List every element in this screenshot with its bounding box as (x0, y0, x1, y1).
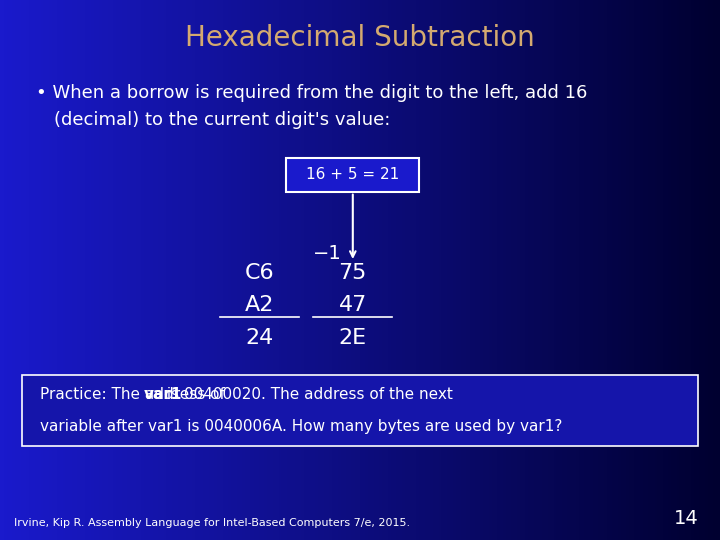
Text: var1: var1 (144, 387, 182, 402)
Bar (22, 375, 698, 445)
Text: (decimal) to the current digit's value:: (decimal) to the current digit's value: (54, 111, 390, 129)
Text: 16 + 5 = 21: 16 + 5 = 21 (306, 167, 400, 182)
Text: 47: 47 (338, 295, 367, 315)
Text: −1: −1 (313, 244, 342, 264)
Text: 14: 14 (674, 509, 698, 528)
Text: A2: A2 (245, 295, 274, 315)
Text: • When a borrow is required from the digit to the left, add 16: • When a borrow is required from the dig… (36, 84, 588, 102)
Text: 75: 75 (338, 262, 367, 283)
Text: 24: 24 (245, 327, 274, 348)
Text: Irvine, Kip R. Assembly Language for Intel-Based Computers 7/e, 2015.: Irvine, Kip R. Assembly Language for Int… (14, 518, 410, 528)
Text: C6: C6 (244, 262, 274, 283)
Text: Hexadecimal Subtraction: Hexadecimal Subtraction (185, 24, 535, 52)
Text: is 00400020. The address of the next: is 00400020. The address of the next (161, 387, 452, 402)
Text: Practice: The address of: Practice: The address of (40, 387, 230, 402)
Text: variable after var1 is 0040006A. How many bytes are used by var1?: variable after var1 is 0040006A. How man… (40, 418, 562, 434)
Bar (287, 158, 419, 192)
Text: 2E: 2E (338, 327, 367, 348)
